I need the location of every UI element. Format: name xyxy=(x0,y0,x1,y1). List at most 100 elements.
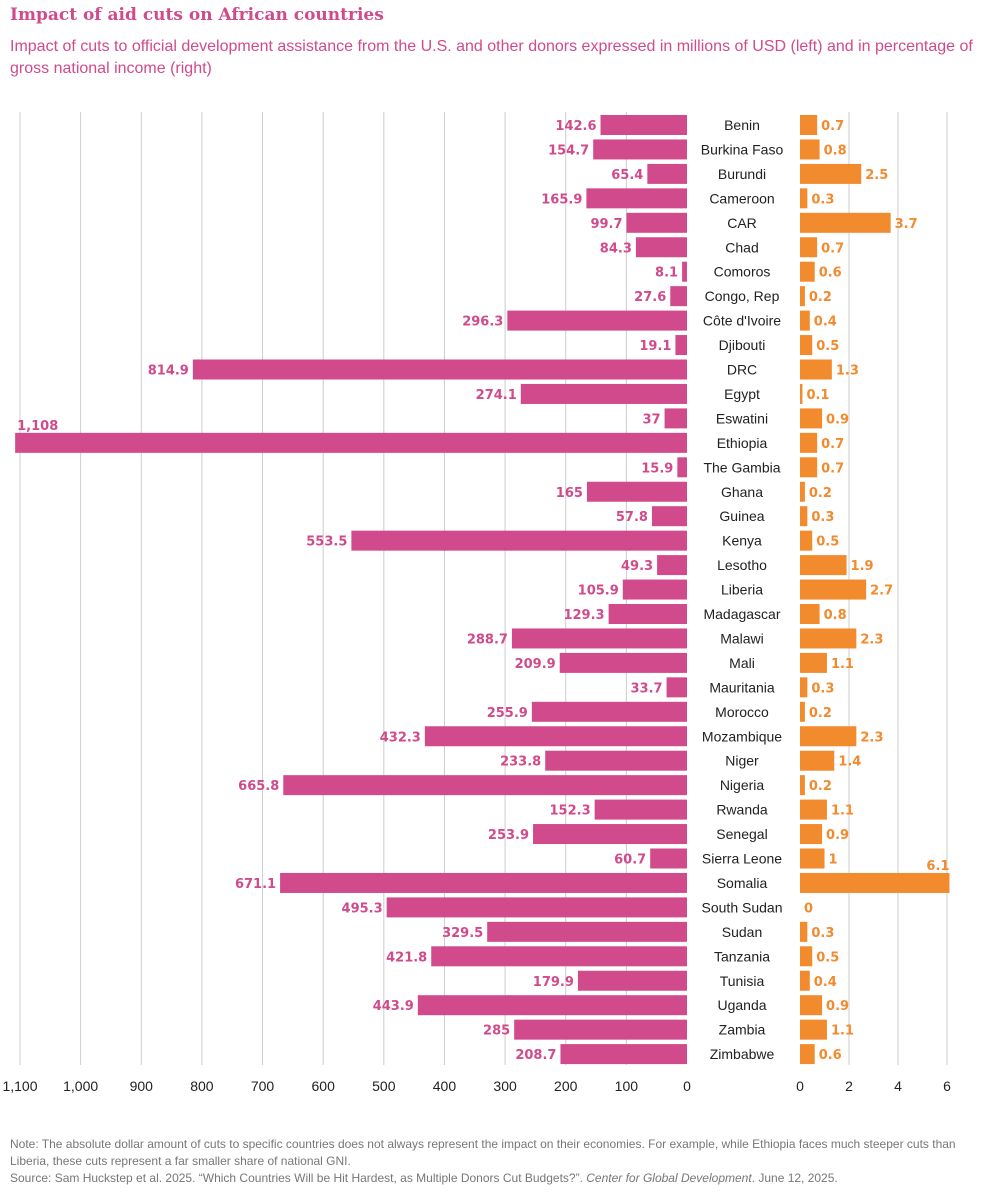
usd-value-label: 671.1 xyxy=(235,877,276,892)
country-label: Benin xyxy=(724,117,760,133)
gni-value-label: 0.4 xyxy=(814,315,837,330)
usd-bar xyxy=(520,383,687,404)
usd-bar xyxy=(647,163,687,184)
gni-value-label: 0.3 xyxy=(811,926,834,941)
usd-bar xyxy=(677,457,687,478)
gni-bar xyxy=(800,970,810,991)
gni-value-label: 0.7 xyxy=(821,461,844,476)
usd-bar xyxy=(651,506,687,527)
usd-bar xyxy=(559,652,687,673)
usd-value-label: 33.7 xyxy=(630,681,662,696)
usd-bar xyxy=(650,848,687,869)
usd-value-label: 255.9 xyxy=(487,706,528,721)
gni-bar xyxy=(800,921,808,942)
gni-bar xyxy=(800,457,818,478)
aid-cuts-chart: 142.6 154.7 65.4 165.9 99.7 84.3 8.1 27.6 296.3 1… xyxy=(2,112,951,1094)
usd-value-label: 179.9 xyxy=(533,975,574,990)
gni-bar xyxy=(800,750,835,771)
country-label: Mozambique xyxy=(702,728,782,744)
notes: Note: The absolute dollar amount of cuts… xyxy=(10,1136,980,1187)
gni-bar xyxy=(800,286,805,307)
country-label: Djibouti xyxy=(719,337,766,353)
gni-bar xyxy=(800,115,818,135)
gni-value-label: 3.7 xyxy=(895,217,918,232)
country-label: Uganda xyxy=(717,997,766,1013)
usd-bar xyxy=(666,677,687,698)
usd-bar xyxy=(577,970,687,991)
country-label: Comoros xyxy=(714,264,771,280)
gni-value-label: 1.9 xyxy=(851,559,874,574)
gni-bar xyxy=(800,555,847,576)
country-label: Rwanda xyxy=(716,802,768,818)
gni-bar xyxy=(800,726,857,747)
gni-bar xyxy=(800,408,823,429)
usd-tick-label: 0 xyxy=(683,1078,691,1094)
gni-bar xyxy=(800,139,820,160)
country-label: South Sudan xyxy=(702,899,783,915)
usd-tick-label: 200 xyxy=(554,1078,578,1094)
usd-value-label: 814.9 xyxy=(148,364,189,379)
usd-value-label: 432.3 xyxy=(380,730,421,745)
gni-tick-label: 0 xyxy=(796,1078,804,1094)
gni-value-label: 0.6 xyxy=(819,266,842,281)
usd-bars: 142.6 154.7 65.4 165.9 99.7 84.3 8.1 27.6 296.3 1… xyxy=(15,115,687,1065)
usd-value-label: 233.8 xyxy=(500,755,541,770)
usd-bar xyxy=(600,115,687,135)
usd-tick-label: 500 xyxy=(372,1078,396,1094)
gni-bar xyxy=(800,628,857,649)
usd-bar xyxy=(514,1019,687,1040)
usd-bar xyxy=(545,750,687,771)
country-label: Sudan xyxy=(722,924,762,940)
gni-value-label: 0.9 xyxy=(826,999,849,1014)
country-label: Ethiopia xyxy=(717,435,768,451)
source-suffix: . June 12, 2025. xyxy=(751,1171,838,1185)
usd-tick-label: 1,000 xyxy=(63,1078,98,1094)
usd-bar xyxy=(670,286,687,307)
gni-value-label: 2.3 xyxy=(860,730,883,745)
gni-bar xyxy=(800,995,823,1016)
usd-value-label: 152.3 xyxy=(550,804,591,819)
gni-bar xyxy=(800,579,867,600)
gni-value-label: 0.6 xyxy=(819,1048,842,1063)
gni-value-label: 2.7 xyxy=(870,584,893,599)
chart-title: Impact of aid cuts on African countries xyxy=(10,5,384,25)
gni-bar xyxy=(800,946,813,967)
usd-bar xyxy=(424,726,687,747)
country-label: Sierra Leone xyxy=(702,851,782,867)
usd-value-label: 15.9 xyxy=(641,461,673,476)
usd-value-label: 49.3 xyxy=(621,559,653,574)
usd-bar xyxy=(280,872,687,893)
usd-bar xyxy=(351,530,687,551)
country-label: Burkina Faso xyxy=(701,141,784,157)
gni-value-label: 1.1 xyxy=(831,1024,854,1039)
usd-bar xyxy=(487,921,687,942)
usd-value-label: 57.8 xyxy=(616,510,648,525)
gni-value-label: 6.1 xyxy=(926,859,949,874)
usd-value-label: 495.3 xyxy=(342,901,383,916)
usd-value-label: 1,108 xyxy=(17,419,58,434)
gni-bar xyxy=(800,1044,815,1065)
gni-bar xyxy=(800,775,805,796)
usd-bar xyxy=(386,897,687,918)
gni-bar xyxy=(800,1019,827,1040)
gni-bar xyxy=(800,872,950,893)
country-label: Tanzania xyxy=(714,948,770,964)
usd-value-label: 19.1 xyxy=(639,339,671,354)
source-publisher: Center for Global Development xyxy=(586,1171,752,1185)
country-label: CAR xyxy=(727,215,757,231)
usd-value-label: 296.3 xyxy=(462,315,503,330)
usd-value-label: 154.7 xyxy=(548,143,589,158)
country-label: Madagascar xyxy=(703,606,780,622)
gni-bar xyxy=(800,848,825,869)
gni-bar xyxy=(800,359,832,380)
country-label: Tunisia xyxy=(720,973,765,989)
usd-tick-label: 600 xyxy=(312,1078,336,1094)
usd-bar xyxy=(586,188,687,209)
usd-tick-label: 800 xyxy=(190,1078,214,1094)
gni-value-label: 1.3 xyxy=(836,364,859,379)
source-prefix: Source: Sam Huckstep et al. 2025. “Which… xyxy=(10,1171,587,1185)
country-label: Burundi xyxy=(718,166,766,182)
gni-tick-label: 4 xyxy=(894,1078,902,1094)
gni-bar xyxy=(800,188,808,209)
gni-tick-label: 6 xyxy=(943,1078,951,1094)
